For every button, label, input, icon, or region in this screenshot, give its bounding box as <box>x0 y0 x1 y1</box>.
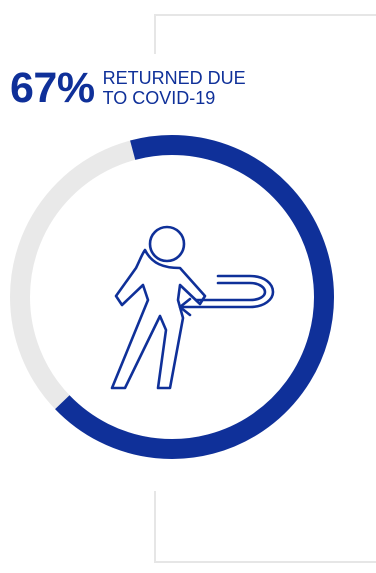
person-returning-icon <box>110 225 275 390</box>
donut-value-arc <box>55 135 334 459</box>
percent-label: RETURNED DUE TO COVID-19 <box>103 68 246 108</box>
frame-left-bottom-line <box>154 491 156 561</box>
stat-header: 67% RETURNED DUE TO COVID-19 <box>10 58 246 118</box>
label-line-1: RETURNED DUE <box>102 68 246 88</box>
frame-top-line <box>154 14 376 16</box>
frame-left-top-line <box>154 14 156 54</box>
frame-bottom-line <box>154 561 376 563</box>
label-line-2: TO COVID-19 <box>102 88 216 108</box>
percent-value: 67% <box>10 63 95 112</box>
